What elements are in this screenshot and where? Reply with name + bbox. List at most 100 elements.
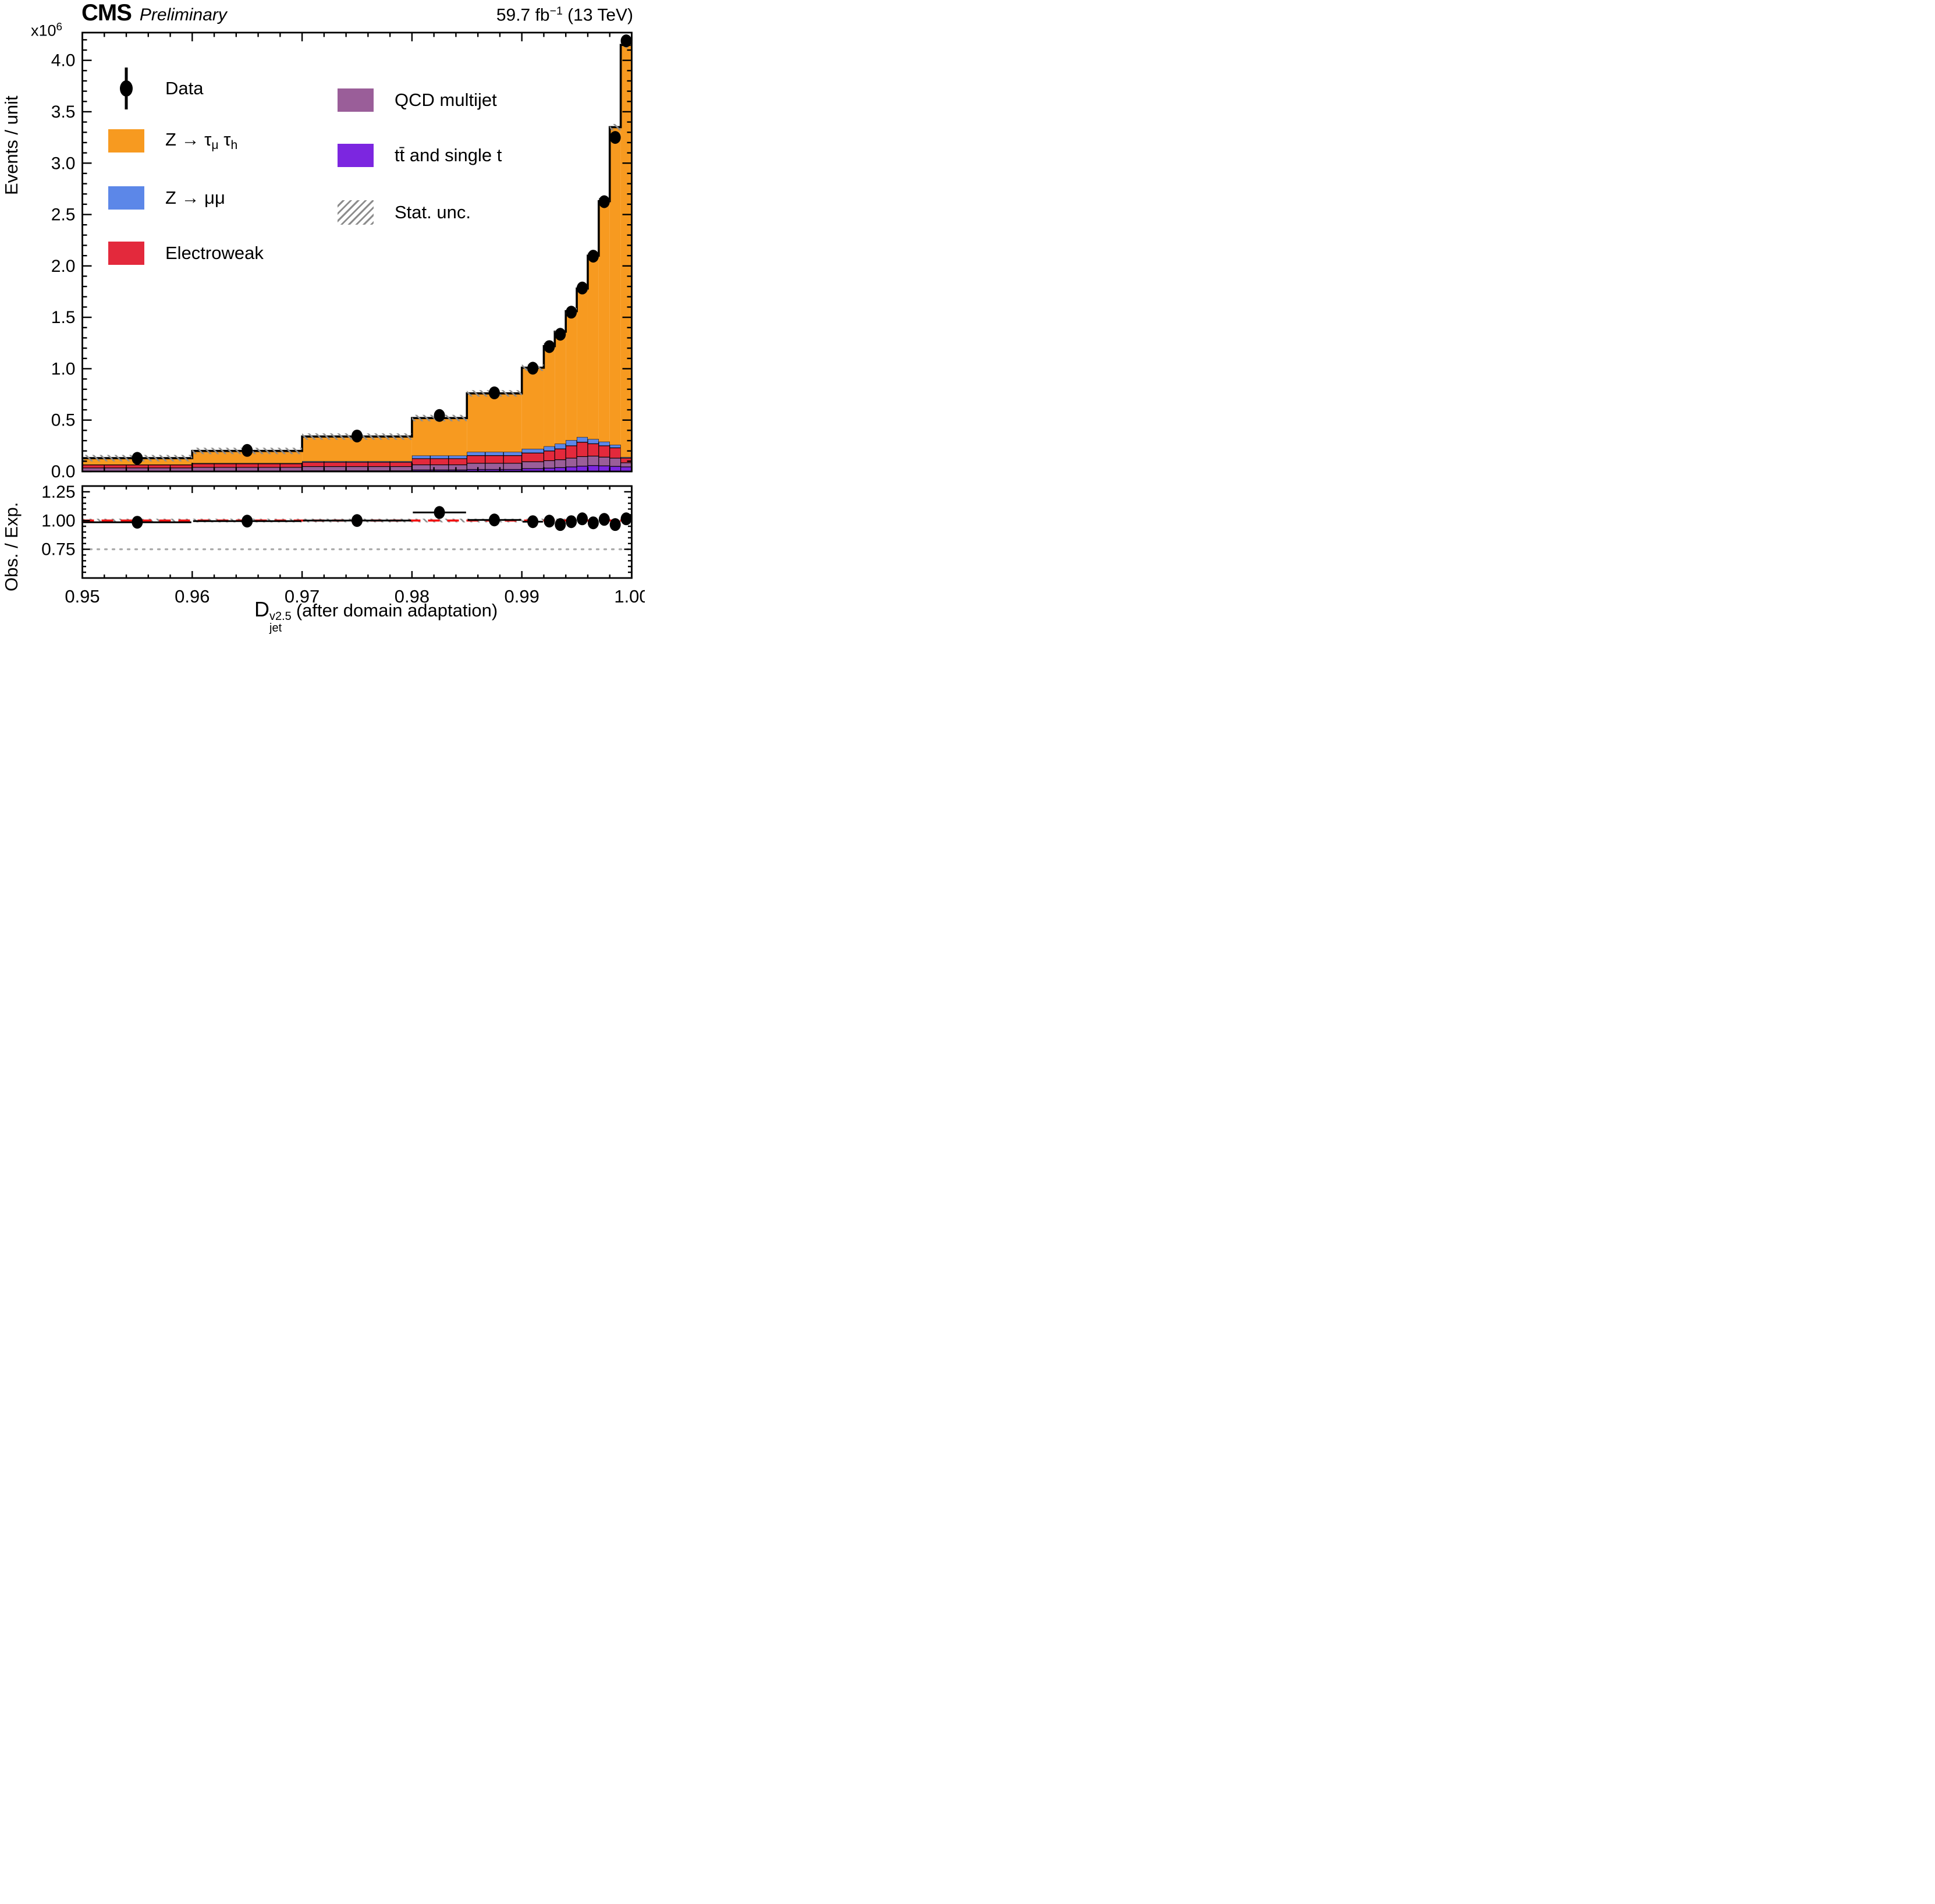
stack-segment-1 xyxy=(587,465,599,472)
stack-segment-4 xyxy=(521,448,545,453)
stack-segment-4 xyxy=(587,438,599,444)
stack-segment-3 xyxy=(411,458,431,466)
stack-segment-2 xyxy=(258,467,281,471)
stack-segment-2 xyxy=(367,466,390,471)
stack-segment-2 xyxy=(543,460,555,469)
stack-segment-3 xyxy=(485,455,504,464)
ratio-panel: 0.75 1.00 1.25 0.95 0.96 0.97 0.98 0.99 1.00 xyxy=(41,483,645,607)
lumi-exponent: −1 xyxy=(549,5,563,17)
stack-segment-2 xyxy=(448,464,467,470)
stack-segment-signal xyxy=(577,288,588,437)
stack-segment-4 xyxy=(466,451,486,456)
ratio-data-point xyxy=(620,512,632,526)
stack-segment-2 xyxy=(126,467,149,471)
stack-segment-3 xyxy=(448,458,467,466)
preliminary-label: Preliminary xyxy=(139,5,227,24)
stack-segment-signal xyxy=(467,393,522,452)
cms-physics-figure: 0.0 0.5 1.0 1.5 2.0 2.5 3.0 3.5 4.0 0.75 1.00 1.25… xyxy=(0,0,645,634)
ratio-y-tick-label: 0.75 xyxy=(41,540,75,559)
luminosity-label: 59.7 fb−1 (13 TeV) xyxy=(496,5,633,26)
stack-segment-signal xyxy=(521,367,544,449)
stack-segment-4 xyxy=(214,462,237,465)
stack-segment-4 xyxy=(554,443,566,449)
stack-segment-2 xyxy=(503,463,523,470)
stack-segment-2 xyxy=(104,467,127,471)
y-scale-base: x10 xyxy=(31,22,56,40)
stack-segment-2 xyxy=(429,464,449,470)
stack-segment-signal xyxy=(609,127,621,445)
stack-segment-2 xyxy=(576,456,588,467)
stack-segment-3 xyxy=(324,462,347,467)
stack-segment-4 xyxy=(543,446,555,452)
stack-segment-2 xyxy=(324,466,347,471)
data-point xyxy=(434,409,445,422)
stack-segment-4 xyxy=(411,455,431,459)
x-title-suffix: (after domain adaptation) xyxy=(296,600,498,621)
stack-segment-2 xyxy=(81,467,105,471)
stack-segment-4 xyxy=(609,444,622,448)
stack-segment-3 xyxy=(466,455,486,464)
stack-segment-4 xyxy=(279,462,303,465)
ratio-data-point xyxy=(609,518,621,531)
stack-segment-4 xyxy=(191,462,215,465)
ratio-data-point xyxy=(555,518,566,531)
main-panel: 0.0 0.5 1.0 1.5 2.0 2.5 3.0 3.5 4.0 xyxy=(51,31,633,481)
data-point xyxy=(609,131,621,144)
main-y-tick-label: 2.5 xyxy=(51,205,76,225)
stack-segment-3 xyxy=(367,462,390,467)
data-point xyxy=(587,250,599,263)
main-y-tick-label: 0.0 xyxy=(51,462,76,481)
stack-segment-signal xyxy=(544,346,555,446)
stack-segment-signal xyxy=(620,45,632,458)
stack-segment-signal xyxy=(598,201,610,442)
stack-segment-3 xyxy=(554,448,566,460)
data-point xyxy=(598,195,610,208)
stack-segment-signal xyxy=(411,418,467,456)
stack-segment-3 xyxy=(565,445,577,459)
stack-segment-signal xyxy=(566,311,577,441)
main-panel-frame xyxy=(81,31,633,473)
stack-segment-3 xyxy=(576,442,588,457)
stack-segment-4 xyxy=(485,451,504,456)
stack-segment-2 xyxy=(485,463,504,470)
stack-segment-3 xyxy=(258,463,281,468)
main-y-tick-label: 3.0 xyxy=(51,154,76,173)
stack-segment-3 xyxy=(301,462,325,467)
stack-segment-2 xyxy=(598,456,610,466)
stack-segment-3 xyxy=(620,458,633,463)
data-point xyxy=(566,306,577,319)
stack-segment-2 xyxy=(214,467,237,471)
stack-segment-2 xyxy=(466,463,486,470)
stat-unc-band xyxy=(609,123,621,130)
stack-segment-3 xyxy=(389,462,413,467)
stack-segment-2 xyxy=(587,455,599,466)
ratio-data-point xyxy=(527,515,539,529)
x-tick-label: 0.95 xyxy=(65,586,100,607)
ratio-data-point xyxy=(587,516,599,530)
x-title-subscript: jet xyxy=(269,622,282,634)
y-scale-exponent: 6 xyxy=(56,21,63,33)
ratio-data-point xyxy=(489,513,500,527)
ratio-data-point xyxy=(242,515,253,528)
x-tick-label: 1.00 xyxy=(614,586,645,607)
stack-segment-2 xyxy=(236,467,259,471)
stack-segment-3 xyxy=(543,451,555,462)
data-point xyxy=(577,281,588,295)
stack-segment-4 xyxy=(389,460,413,463)
stack-segment-3 xyxy=(429,458,449,466)
data-point xyxy=(352,430,363,443)
chart-canvas: 0.0 0.5 1.0 1.5 2.0 2.5 3.0 3.5 4.0 0.75 1.00 1.25… xyxy=(41,31,645,607)
stack-segment-2 xyxy=(301,466,325,471)
main-y-tick-label: 2.0 xyxy=(51,257,76,276)
data-point xyxy=(527,361,539,375)
ratio-data-point xyxy=(544,515,555,528)
stack-segment-2 xyxy=(609,458,622,467)
stack-segment-2 xyxy=(279,467,303,471)
x-title-supsub: v2.5 jet xyxy=(269,611,292,634)
ratio-panel-frame xyxy=(81,485,633,579)
ratio-data-point xyxy=(352,514,363,527)
data-point xyxy=(620,34,632,48)
x-title-superscript: v2.5 xyxy=(269,610,292,623)
main-y-axis-title: Events / unit xyxy=(1,95,22,195)
stack-segment-2 xyxy=(346,466,368,471)
